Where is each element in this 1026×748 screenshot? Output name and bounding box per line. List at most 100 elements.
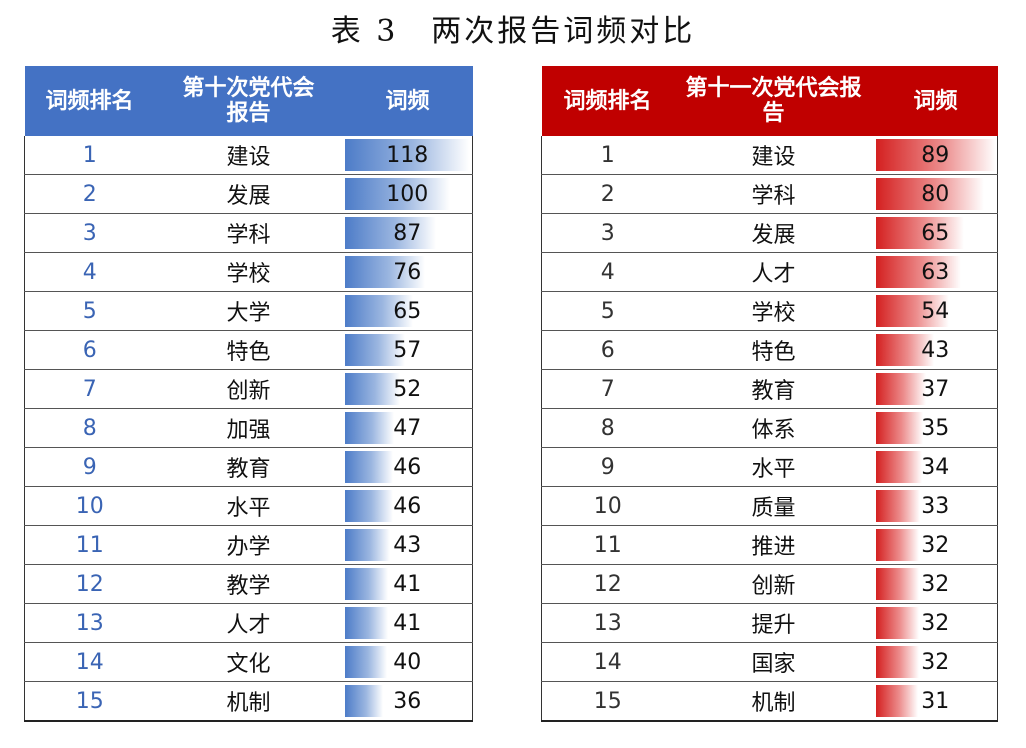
- left-count-cell: 118: [342, 136, 473, 175]
- left-word-cell: 水平: [154, 486, 343, 526]
- right-table-row: 15 机制 31: [541, 681, 998, 722]
- right-data-bar: [875, 607, 919, 639]
- left-count-cell: 40: [342, 642, 473, 682]
- right-count-value: 31: [921, 688, 950, 714]
- left-data-bar: [344, 490, 393, 522]
- right-count-value: 65: [921, 220, 950, 246]
- right-rank-cell: 5: [541, 291, 674, 331]
- left-table-row: 2 发展 100: [24, 174, 473, 214]
- left-table-body: 1 建设 118 2 发展 100 3 学科 87 4 学校 76 5 大学 65 6 特色 57 7 创新 52 8 加强…: [24, 136, 473, 722]
- right-header-report-text: 第十一次党代会报告: [685, 76, 862, 126]
- left-table-row: 11 办学 43: [24, 525, 473, 565]
- right-count-cell: 89: [873, 136, 998, 175]
- right-count-cell: 80: [873, 174, 998, 214]
- left-count-cell: 36: [342, 681, 473, 722]
- right-count-cell: 63: [873, 252, 998, 292]
- left-data-bar: [344, 178, 450, 210]
- left-rank-cell: 1: [24, 136, 155, 175]
- left-word-cell: 发展: [154, 174, 343, 214]
- right-table-header-row: 词频排名 第十一次党代会报告 词频: [541, 66, 998, 136]
- left-rank-cell: 6: [24, 330, 155, 370]
- right-word-cell: 提升: [673, 603, 874, 643]
- left-count-cell: 43: [342, 525, 473, 565]
- left-table-row: 9 教育 46: [24, 447, 473, 487]
- right-count-cell: 32: [873, 603, 998, 643]
- right-rank-cell: 15: [541, 681, 674, 722]
- left-header-report-text: 第十次党代会报告: [182, 76, 315, 126]
- left-rank-cell: 8: [24, 408, 155, 448]
- left-header-report: 第十次党代会报告: [154, 66, 343, 136]
- left-rank-cell: 15: [24, 681, 155, 722]
- right-count-cell: 65: [873, 213, 998, 253]
- left-table-row: 15 机制 36: [24, 681, 473, 722]
- right-data-bar: [875, 646, 919, 678]
- right-word-cell: 推进: [673, 525, 874, 565]
- right-word-cell: 特色: [673, 330, 874, 370]
- right-word-cell: 体系: [673, 408, 874, 448]
- right-data-bar: [875, 412, 923, 444]
- table-caption: 表 3 两次报告词频对比: [330, 14, 696, 49]
- left-word-cell: 教学: [154, 564, 343, 604]
- right-rank-cell: 14: [541, 642, 674, 682]
- right-table-row: 6 特色 43: [541, 330, 998, 370]
- left-word-cell: 办学: [154, 525, 343, 565]
- left-count-cell: 57: [342, 330, 473, 370]
- right-count-value: 89: [921, 142, 950, 168]
- right-count-value: 32: [921, 649, 950, 675]
- left-count-cell: 46: [342, 447, 473, 487]
- left-count-value: 57: [393, 337, 422, 363]
- right-count-cell: 54: [873, 291, 998, 331]
- left-data-bar: [344, 334, 405, 366]
- left-count-cell: 76: [342, 252, 473, 292]
- right-data-bar: [875, 217, 964, 249]
- right-table-row: 4 人才 63: [541, 252, 998, 292]
- right-word-cell: 创新: [673, 564, 874, 604]
- left-count-value: 43: [393, 532, 422, 558]
- right-count-value: 63: [921, 259, 950, 285]
- right-count-value: 32: [921, 532, 950, 558]
- left-count-value: 36: [393, 688, 422, 714]
- right-word-cell: 建设: [673, 136, 874, 175]
- right-data-bar: [875, 373, 926, 405]
- right-header-report: 第十一次党代会报告: [673, 66, 874, 136]
- left-table-row: 13 人才 41: [24, 603, 473, 643]
- right-table-row: 12 创新 32: [541, 564, 998, 604]
- left-rank-cell: 11: [24, 525, 155, 565]
- left-table-row: 8 加强 47: [24, 408, 473, 448]
- left-word-cell: 学科: [154, 213, 343, 253]
- right-rank-cell: 8: [541, 408, 674, 448]
- left-rank-cell: 2: [24, 174, 155, 214]
- left-count-value: 41: [393, 571, 422, 597]
- left-table-header-row: 词频排名 第十次党代会报告 词频: [24, 66, 473, 136]
- left-count-value: 52: [393, 376, 422, 402]
- right-count-cell: 33: [873, 486, 998, 526]
- left-header-freq: 词频: [342, 66, 473, 136]
- left-data-bar: [344, 451, 393, 483]
- left-rank-cell: 10: [24, 486, 155, 526]
- right-rank-cell: 12: [541, 564, 674, 604]
- right-word-cell: 学科: [673, 174, 874, 214]
- right-count-cell: 43: [873, 330, 998, 370]
- left-word-cell: 创新: [154, 369, 343, 409]
- right-count-cell: 34: [873, 447, 998, 487]
- right-frequency-table: 词频排名 第十一次党代会报告 词频 1 建设 89 2 学科 80 3 发展 65 4 人才 63 5 学…: [541, 66, 998, 722]
- right-table-row: 14 国家 32: [541, 642, 998, 682]
- left-word-cell: 学校: [154, 252, 343, 292]
- left-rank-cell: 9: [24, 447, 155, 487]
- right-count-value: 43: [921, 337, 950, 363]
- right-rank-cell: 9: [541, 447, 674, 487]
- left-data-bar: [344, 256, 425, 288]
- left-count-value: 65: [393, 298, 422, 324]
- left-count-value: 46: [393, 454, 422, 480]
- left-count-value: 76: [393, 259, 422, 285]
- left-frequency-table: 词频排名 第十次党代会报告 词频 1 建设 118 2 发展 100 3 学科 87 4 学校 76 5…: [24, 66, 473, 722]
- left-count-cell: 100: [342, 174, 473, 214]
- right-data-bar: [875, 568, 919, 600]
- left-word-cell: 建设: [154, 136, 343, 175]
- left-count-value: 41: [393, 610, 422, 636]
- left-count-value: 46: [393, 493, 422, 519]
- right-header-freq: 词频: [873, 66, 998, 136]
- right-rank-cell: 7: [541, 369, 674, 409]
- left-rank-cell: 12: [24, 564, 155, 604]
- right-table-row: 13 提升 32: [541, 603, 998, 643]
